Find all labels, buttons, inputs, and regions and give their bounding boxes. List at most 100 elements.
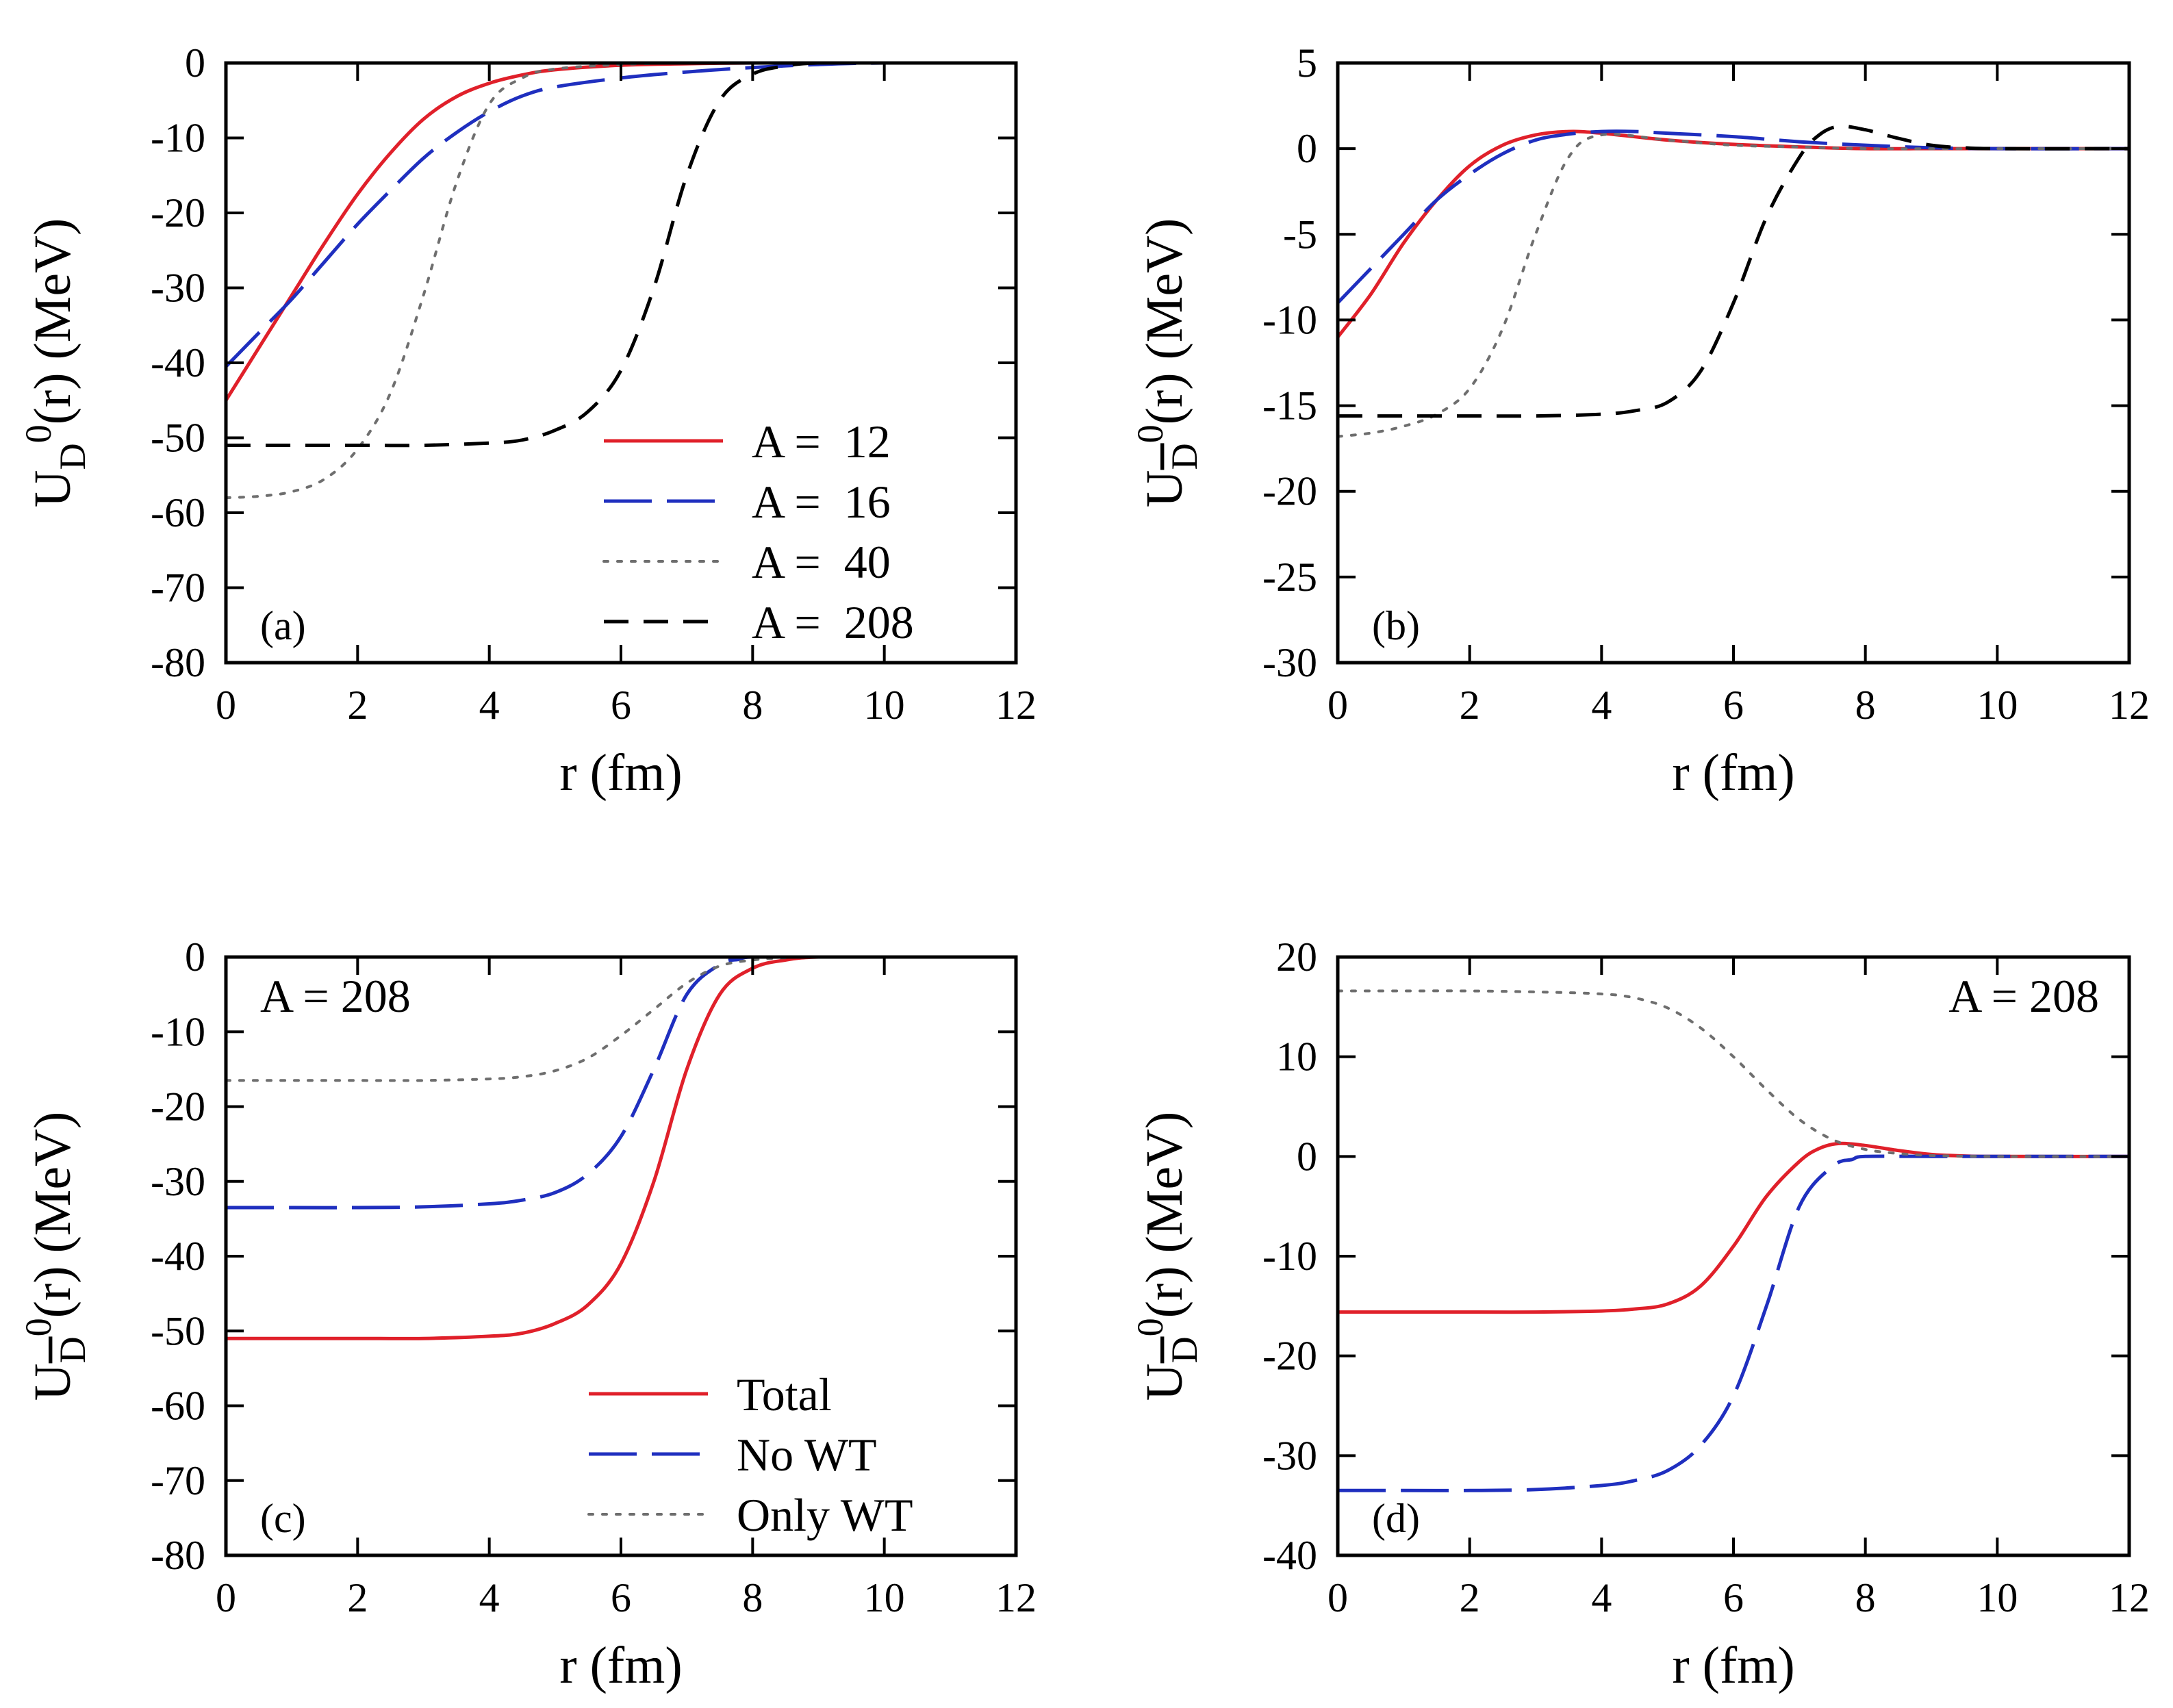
annotation-text: A = 208 [260, 970, 411, 1022]
y-tick-label: -40 [1262, 1533, 1317, 1578]
x-tick-label: 4 [479, 1575, 500, 1620]
y-tick-label: -30 [151, 1159, 205, 1204]
x-tick-label: 12 [2109, 1575, 2150, 1620]
x-tick-label: 8 [742, 1575, 763, 1620]
panel-4: 0 2 4 6 8 10 12 -40 -30 -20 -10 0 10 20 r (fm) UD0(r) (… [1130, 934, 2150, 1694]
y-tick-label: 0 [185, 40, 205, 86]
legend: A = 12 A = 16 A = 40 A = 208 [602, 416, 914, 648]
x-tick-label: 2 [1460, 683, 1480, 728]
series-line-red [1338, 1141, 2129, 1314]
y-axis-label: UD0(r) (MeV) [18, 218, 93, 508]
panel-tag: (d) [1372, 1496, 1420, 1541]
y-tick-label: -25 [1262, 555, 1317, 600]
y-tick-label: -10 [1262, 297, 1317, 342]
y-tick-label: 5 [1297, 40, 1317, 86]
x-tick-label: 8 [1855, 683, 1876, 728]
y-tick-label: -40 [151, 340, 205, 385]
plot-frame [224, 61, 1018, 665]
legend-label: A = 208 [752, 596, 914, 648]
x-tick-label: 10 [864, 683, 905, 728]
x-tick-label: 2 [347, 683, 368, 728]
svg-text:UD0(r) (MeV): UD0(r) (MeV) [18, 218, 93, 508]
y-tick-label: -30 [1262, 1433, 1317, 1478]
y-axis-label: UD0(r) (MeV) [18, 1112, 93, 1401]
y-tick-label: -20 [151, 1084, 205, 1130]
plot-frame [1336, 61, 2131, 665]
legend-label: Only WT [737, 1489, 913, 1541]
y-tick-label: -10 [151, 1009, 205, 1054]
x-tick-label: 12 [995, 1575, 1037, 1620]
series-group [1338, 989, 2129, 1492]
svg-text:UD0(r) (MeV): UD0(r) (MeV) [1130, 1112, 1205, 1401]
legend-label: A = 16 [752, 476, 891, 528]
x-tick-label: 4 [1591, 683, 1612, 728]
y-tick-label: -80 [151, 1533, 205, 1578]
x-tick-label: 10 [864, 1575, 905, 1620]
legend-label: No WT [737, 1429, 877, 1481]
x-tick-label: 12 [995, 683, 1037, 728]
x-axis-label: r (fm) [1672, 744, 1794, 802]
panel-3: 0 2 4 6 8 10 12 -80 -70 -60 -50 -40 -30 -20 -10 0 r (fm)… [18, 934, 1037, 1694]
y-tick-label: -40 [151, 1234, 205, 1279]
x-tick-label: 4 [479, 683, 500, 728]
y-tick-label: -5 [1283, 212, 1317, 257]
x-tick-label: 6 [611, 1575, 631, 1620]
y-tick-label: -20 [1262, 1334, 1317, 1379]
panel-tag: (c) [260, 1496, 306, 1541]
series-group [226, 63, 1016, 500]
plot-frame [224, 955, 1018, 1557]
x-tick-label: 6 [611, 683, 631, 728]
panel-tag: (b) [1372, 603, 1420, 648]
series-line-gray [1338, 989, 2129, 1158]
series-line-gray [226, 63, 1016, 500]
y-tick-label: 0 [1297, 126, 1317, 171]
x-tick-label: 10 [1977, 683, 2018, 728]
y-tick-label: 20 [1276, 934, 1317, 980]
x-tick-label: 0 [1327, 1575, 1348, 1620]
series-line-blue [1338, 129, 2129, 305]
y-tick-label: -50 [151, 1308, 205, 1353]
y-tick-label: -60 [151, 490, 205, 535]
y-tick-label: -70 [151, 1458, 205, 1503]
x-tick-label: 2 [1460, 1575, 1480, 1620]
series-line-blue [226, 957, 1016, 1210]
svg-text:UD0(r) (MeV): UD0(r) (MeV) [18, 1112, 93, 1401]
y-tick-label: 0 [185, 934, 205, 980]
svg-text:UD0(r) (MeV): UD0(r) (MeV) [1130, 218, 1205, 508]
series-line-black [1338, 124, 2129, 418]
y-tick-label: -30 [151, 266, 205, 311]
y-tick-label: -10 [151, 116, 205, 161]
series-group [1338, 124, 2129, 438]
series-line-blue [1338, 1154, 2129, 1492]
panel-1: 0 2 4 6 8 10 12 -80 -70 -60 -50 -40 -30 -20 -10 0 r (fm)… [18, 40, 1037, 802]
legend-label: Total [737, 1368, 832, 1420]
x-tick-label: 8 [742, 683, 763, 728]
annotation-text: A = 208 [1948, 970, 2099, 1022]
x-tick-label: 4 [1591, 1575, 1612, 1620]
plot-frame [1336, 955, 2131, 1557]
legend-label: A = 12 [752, 416, 891, 468]
y-tick-label: -60 [151, 1384, 205, 1429]
legend-label: A = 40 [752, 536, 891, 588]
x-tick-label: 12 [2109, 683, 2150, 728]
y-tick-label: -70 [151, 565, 205, 611]
x-tick-label: 10 [1977, 1575, 2018, 1620]
y-tick-label: 0 [1297, 1134, 1317, 1179]
x-tick-label: 2 [347, 1575, 368, 1620]
y-tick-label: -80 [151, 640, 205, 685]
series-line-black [226, 63, 1016, 448]
x-tick-label: 0 [1327, 683, 1348, 728]
x-axis-label: r (fm) [559, 744, 682, 802]
y-tick-label: -10 [1262, 1234, 1317, 1279]
x-tick-label: 0 [216, 683, 236, 728]
x-axis-label: r (fm) [559, 1637, 682, 1694]
y-tick-label: 10 [1276, 1034, 1317, 1080]
y-tick-label: -20 [1262, 469, 1317, 514]
panel-2: 0 2 4 6 8 10 12 -30 -25 -20 -15 -10 -5 0 5 r (fm) UD0(r)… [1130, 40, 2150, 802]
y-tick-label: -20 [151, 190, 205, 235]
y-tick-label: -15 [1262, 383, 1317, 429]
y-tick-label: -30 [1262, 640, 1317, 685]
x-tick-label: 8 [1855, 1575, 1876, 1620]
x-tick-label: 6 [1723, 1575, 1744, 1620]
